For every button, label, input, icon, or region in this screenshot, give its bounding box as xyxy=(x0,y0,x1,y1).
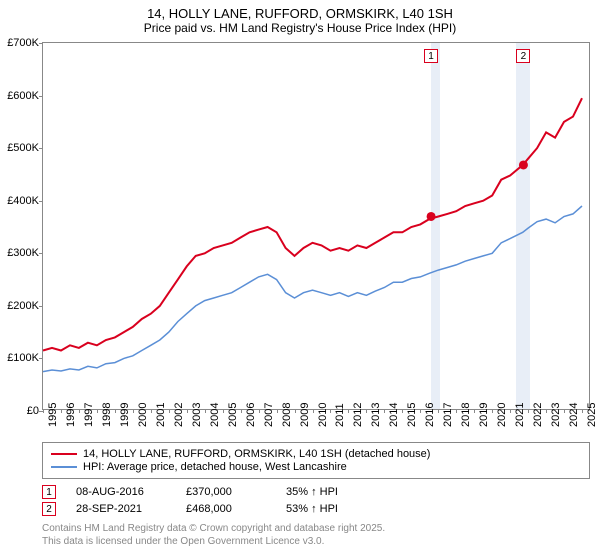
legend-swatch xyxy=(51,466,77,468)
x-axis-label: 2013 xyxy=(370,403,382,427)
legend-label: 14, HOLLY LANE, RUFFORD, ORMSKIRK, L40 1… xyxy=(83,448,430,460)
y-axis-label: £400K xyxy=(1,195,39,207)
y-axis-label: £200K xyxy=(1,300,39,312)
title-line2: Price paid vs. HM Land Registry's House … xyxy=(0,21,600,35)
x-axis-label: 2000 xyxy=(137,403,149,427)
x-axis-label: 2023 xyxy=(550,403,562,427)
sale-price: £370,000 xyxy=(186,486,266,498)
sales-table: 1 08-AUG-2016 £370,000 35% ↑ HPI 2 28-SE… xyxy=(42,485,590,516)
y-axis-label: £300K xyxy=(1,247,39,259)
x-axis-label: 2025 xyxy=(586,403,598,427)
sale-row: 1 08-AUG-2016 £370,000 35% ↑ HPI xyxy=(42,485,590,499)
x-axis-label: 2009 xyxy=(299,403,311,427)
x-axis-label: 2022 xyxy=(532,403,544,427)
x-axis-label: 2002 xyxy=(173,403,185,427)
x-axis-label: 1999 xyxy=(119,403,131,427)
x-axis-label: 1995 xyxy=(47,403,59,427)
x-axis-label: 2011 xyxy=(334,403,346,427)
y-axis-label: £600K xyxy=(1,90,39,102)
x-axis-label: 2024 xyxy=(568,403,580,427)
y-axis-label: £700K xyxy=(1,37,39,49)
sale-pct: 35% ↑ HPI xyxy=(286,486,406,498)
x-axis-label: 2019 xyxy=(478,403,490,427)
x-axis-label: 2004 xyxy=(209,403,221,427)
x-axis-label: 1998 xyxy=(101,403,113,427)
chart-title: 14, HOLLY LANE, RUFFORD, ORMSKIRK, L40 1… xyxy=(0,0,600,37)
x-axis-label: 2015 xyxy=(406,403,418,427)
x-axis-label: 2003 xyxy=(191,403,203,427)
sale-marker: 1 xyxy=(42,485,56,499)
x-axis-label: 2001 xyxy=(155,403,167,427)
y-axis-label: £500K xyxy=(1,142,39,154)
title-line1: 14, HOLLY LANE, RUFFORD, ORMSKIRK, L40 1… xyxy=(0,6,600,21)
legend-and-info: 14, HOLLY LANE, RUFFORD, ORMSKIRK, L40 1… xyxy=(42,442,590,548)
x-axis-label: 2005 xyxy=(227,403,239,427)
x-axis-label: 2007 xyxy=(263,403,275,427)
legend-item: HPI: Average price, detached house, West… xyxy=(51,461,581,473)
price-chart: £0£100K£200K£300K£400K£500K£600K£700K199… xyxy=(42,42,590,410)
x-axis-label: 2017 xyxy=(442,403,454,427)
x-axis-label: 2010 xyxy=(317,403,329,427)
x-axis-label: 2021 xyxy=(514,403,526,427)
footer-attribution: Contains HM Land Registry data © Crown c… xyxy=(42,522,590,548)
sale-marker: 2 xyxy=(42,502,56,516)
legend-box: 14, HOLLY LANE, RUFFORD, ORMSKIRK, L40 1… xyxy=(42,442,590,479)
sale-row: 2 28-SEP-2021 £468,000 53% ↑ HPI xyxy=(42,502,590,516)
x-axis-label: 2012 xyxy=(352,403,364,427)
x-axis-label: 2016 xyxy=(424,403,436,427)
chart-marker: 1 xyxy=(424,49,438,63)
legend-swatch xyxy=(51,453,77,455)
footer-line2: This data is licensed under the Open Gov… xyxy=(42,535,590,548)
x-axis-label: 1997 xyxy=(83,403,95,427)
y-axis-label: £100K xyxy=(1,352,39,364)
sale-date: 28-SEP-2021 xyxy=(76,503,166,515)
x-axis-label: 2014 xyxy=(388,403,400,427)
y-axis-label: £0 xyxy=(1,405,39,417)
legend-item: 14, HOLLY LANE, RUFFORD, ORMSKIRK, L40 1… xyxy=(51,448,581,460)
x-axis-label: 2008 xyxy=(281,403,293,427)
x-axis-label: 2018 xyxy=(460,403,472,427)
sale-pct: 53% ↑ HPI xyxy=(286,503,406,515)
sale-price: £468,000 xyxy=(186,503,266,515)
sale-date: 08-AUG-2016 xyxy=(76,486,166,498)
legend-label: HPI: Average price, detached house, West… xyxy=(83,461,347,473)
chart-marker: 2 xyxy=(516,49,530,63)
x-axis-label: 2006 xyxy=(245,403,257,427)
x-axis-label: 2020 xyxy=(496,403,508,427)
x-axis-label: 1996 xyxy=(65,403,77,427)
footer-line1: Contains HM Land Registry data © Crown c… xyxy=(42,522,590,535)
